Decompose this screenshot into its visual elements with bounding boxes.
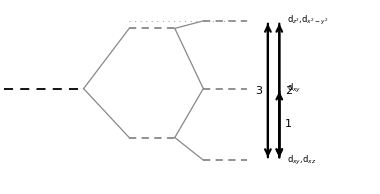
Text: d$_{xy}$: d$_{xy}$ xyxy=(287,82,301,95)
Text: 3: 3 xyxy=(255,86,262,95)
Text: 1: 1 xyxy=(285,119,292,129)
Text: d$_{z^2}$,d$_{x^2-y^2}$: d$_{z^2}$,d$_{x^2-y^2}$ xyxy=(287,14,328,27)
Text: d$_{xy}$,d$_{xz}$: d$_{xy}$,d$_{xz}$ xyxy=(287,154,316,167)
Text: 2: 2 xyxy=(285,86,292,95)
